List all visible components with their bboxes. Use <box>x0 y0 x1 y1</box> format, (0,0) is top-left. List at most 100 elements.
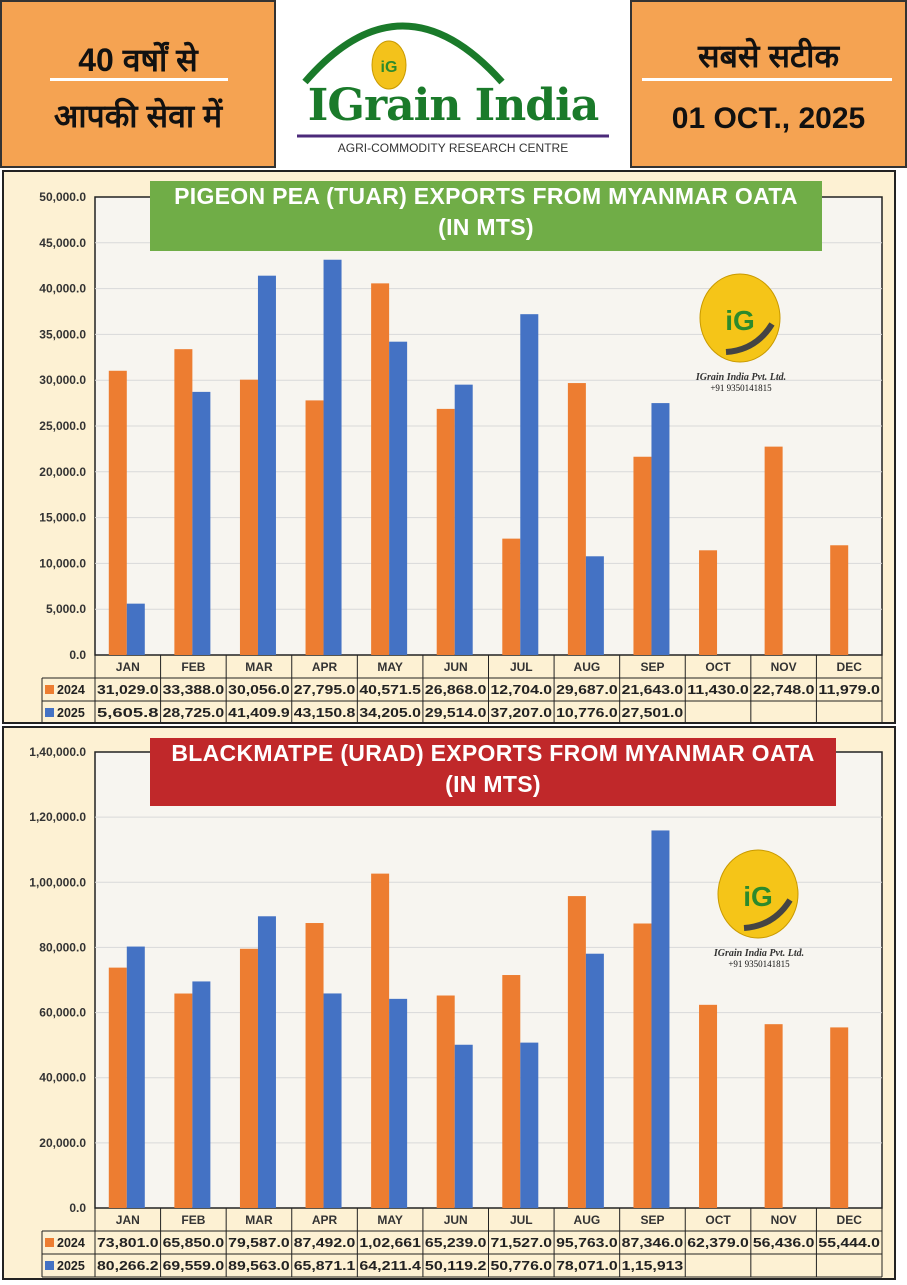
y-tick-label: 1,40,000.0 <box>29 745 86 759</box>
bar-2024-apr <box>305 923 324 1208</box>
data-label: 55,444.0 <box>818 1236 880 1250</box>
y-tick-label: 1,20,000.0 <box>29 810 86 824</box>
bar-2024-mar <box>239 948 258 1208</box>
y-tick-label: 20,000.0 <box>39 1136 86 1150</box>
bar-2024-jan <box>108 370 127 655</box>
bar-2024-oct <box>699 1004 718 1208</box>
legend-swatch-2024 <box>45 1238 54 1247</box>
bar-2024-feb <box>174 349 193 655</box>
x-tick-label: FEB <box>181 660 205 674</box>
bar-2024-aug <box>567 383 586 655</box>
brand-subtitle: AGRI-COMMODITY RESEARCH CENTRE <box>337 141 569 155</box>
y-tick-label: 10,000.0 <box>39 556 86 570</box>
legend-label: 2024 <box>57 1236 85 1250</box>
bar-2024-jun <box>436 408 455 655</box>
bar-2024-dec <box>830 1027 849 1208</box>
data-label: 33,388.0 <box>163 683 225 697</box>
bar-2024-apr <box>305 400 324 655</box>
igrain-logo-icon: iG <box>717 849 799 939</box>
data-label: 65,871.1 <box>294 1259 356 1273</box>
bar-2025-sep <box>651 403 670 655</box>
x-tick-label: APR <box>312 660 338 674</box>
igrain-logo-icon: iG <box>699 273 781 363</box>
chart-title-line1: BLACKMATPE (URAD) EXPORTS FROM MYANMAR O… <box>171 740 815 766</box>
x-tick-label: JAN <box>116 660 140 674</box>
x-tick-label: NOV <box>771 1213 797 1227</box>
data-label: 62,379.0 <box>687 1236 749 1250</box>
y-tick-label: 50,000.0 <box>39 190 86 204</box>
header-tagline-3: सबसे सटीक <box>697 38 840 74</box>
bar-2025-sep <box>651 830 670 1208</box>
x-tick-label: DEC <box>837 660 863 674</box>
y-tick-label: 5,000.0 <box>46 602 86 616</box>
data-label: 28,725.0 <box>163 706 225 720</box>
data-label: 10,776.0 <box>556 706 618 720</box>
data-label: 30,056.0 <box>228 683 290 697</box>
data-label: 11,430.0 <box>687 683 749 697</box>
bar-2024-mar <box>239 379 258 655</box>
brand-name: IGrain India <box>307 80 599 131</box>
bar-2024-jan <box>108 967 127 1208</box>
x-tick-label: OCT <box>705 660 731 674</box>
blackmatpe-chart: 0.0 20,000.0 40,000.0 60,000.0 80,000.0 1,00,… <box>29 745 883 1278</box>
y-tick-label: 40,000.0 <box>39 282 86 296</box>
data-label: 37,207.0 <box>491 706 553 720</box>
x-tick-label: AUG <box>574 1213 601 1227</box>
legend-swatch-2024 <box>45 685 54 694</box>
header-divider <box>50 78 228 81</box>
header-divider <box>642 78 892 81</box>
bar-2025-jul <box>520 1042 539 1208</box>
bar-2024-aug <box>567 896 586 1208</box>
watermark-company: IGrain India Pvt. Ltd. <box>713 948 805 959</box>
data-label: 12,704.0 <box>491 683 553 697</box>
x-tick-label: NOV <box>771 660 797 674</box>
watermark-company: IGrain India Pvt. Ltd. <box>695 372 787 383</box>
data-label: 22,748.0 <box>753 683 815 697</box>
y-tick-label: 1,00,000.0 <box>29 875 86 889</box>
data-label: 40,571.5 <box>359 683 421 697</box>
header-left-box: 40 वर्षों से आपकी सेवा में <box>0 0 276 168</box>
x-tick-label: APR <box>312 1213 338 1227</box>
report-date: 01 OCT., 2025 <box>671 102 866 135</box>
data-label: 56,436.0 <box>753 1236 815 1250</box>
data-label: 50,119.2 <box>425 1259 487 1273</box>
data-label: 95,763.0 <box>556 1236 618 1250</box>
y-tick-label: 25,000.0 <box>39 419 86 433</box>
bar-2024-feb <box>174 993 193 1208</box>
data-label: 41,409.9 <box>228 706 290 720</box>
x-tick-label: DEC <box>837 1213 863 1227</box>
svg-text:iG: iG <box>743 881 773 912</box>
x-tick-label: MAR <box>245 1213 273 1227</box>
bar-2025-jun <box>454 384 473 655</box>
bar-2024-may <box>371 283 390 655</box>
data-label: 89,563.0 <box>228 1259 290 1273</box>
data-label: 21,643.0 <box>622 683 684 697</box>
data-label: 78,071.0 <box>556 1259 618 1273</box>
legend-label: 2025 <box>57 706 85 720</box>
bar-2025-mar <box>257 275 276 655</box>
bar-2025-jul <box>520 314 539 655</box>
data-label: 27,795.0 <box>294 683 356 697</box>
logo-arch-icon: iG <box>297 22 609 138</box>
bar-2025-feb <box>192 391 211 655</box>
data-label: 27,501.0 <box>622 706 684 720</box>
data-label: 29,514.0 <box>425 706 487 720</box>
y-tick-label: 40,000.0 <box>39 1071 86 1085</box>
data-label: 34,205.0 <box>359 706 421 720</box>
data-label: 80,266.2 <box>97 1259 159 1273</box>
x-tick-label: JUN <box>444 660 468 674</box>
y-tick-label: 0.0 <box>69 1201 86 1215</box>
bar-2024-sep <box>633 456 652 655</box>
data-label: 71,527.0 <box>491 1236 553 1250</box>
data-label: 64,211.4 <box>359 1259 421 1273</box>
chart-title-line1: PIGEON PEA (TUAR) EXPORTS FROM MYANMAR O… <box>174 183 798 209</box>
data-label: 5,605.8 <box>97 706 159 720</box>
header-right-box: सबसे सटीक 01 OCT., 2025 <box>630 0 907 168</box>
legend-swatch-2025 <box>45 708 54 717</box>
x-tick-label: JUN <box>444 1213 468 1227</box>
y-tick-label: 35,000.0 <box>39 327 86 341</box>
chart-title-line2: (IN MTS) <box>438 214 534 240</box>
svg-text:iG: iG <box>725 305 755 336</box>
bar-2025-jan <box>126 946 145 1208</box>
x-tick-label: JUL <box>510 1213 533 1227</box>
